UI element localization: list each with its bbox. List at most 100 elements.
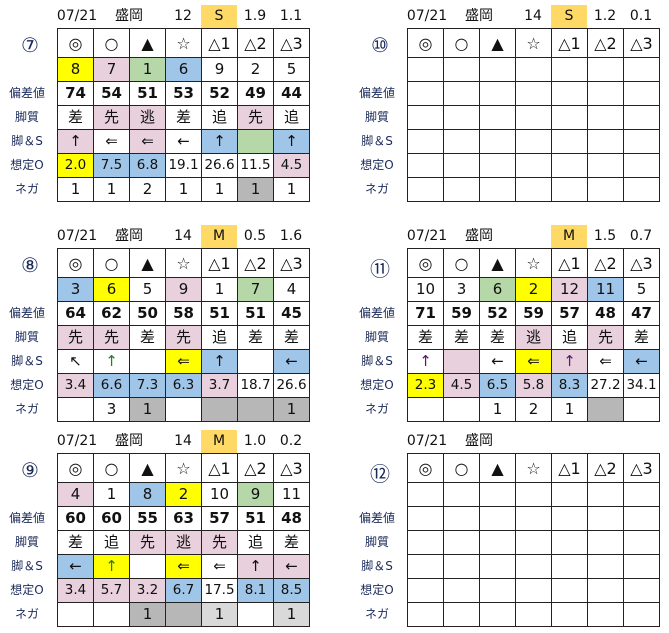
race-table: ◎ ○ ▲ ☆ △1 △2 △3 3 6 5 9 1 7 4 64 62 50 58 51 51 45 先先差先追差差 ↖ ↑… — [57, 248, 310, 422]
row-marks: ◎ ○ ▲ ☆ △1 △2 △3 — [407, 453, 660, 483]
cell-horses — [407, 57, 444, 82]
cell-marks: ○ — [443, 248, 480, 278]
cell-marks: ▲ — [479, 453, 516, 483]
row-style: 先先差先追差差 — [57, 325, 310, 350]
row-label: 脚質 — [364, 535, 389, 549]
cell-odds — [479, 153, 516, 178]
cell-marks: ◎ — [57, 248, 94, 278]
cell-marks: △3 — [273, 453, 310, 483]
cell-nega — [93, 602, 130, 627]
header-v1: 1.5 — [593, 228, 617, 244]
cell-nega — [587, 602, 624, 627]
cell-ashi — [129, 349, 166, 374]
cell-nega: 1 — [201, 602, 238, 627]
cell-style — [407, 530, 444, 555]
cell-ashi — [587, 554, 624, 579]
cell-nega: 1 — [273, 397, 310, 422]
row-nega — [407, 602, 660, 627]
cell-odds: 7.3 — [129, 373, 166, 398]
row-label: ネガ — [364, 607, 389, 621]
cell-dev: 51 — [201, 301, 238, 326]
cell-horses — [587, 57, 624, 82]
cell-odds: 5.8 — [515, 373, 552, 398]
cell-dev — [623, 81, 660, 106]
cell-marks: ◎ — [407, 28, 444, 58]
row-dev: 71 59 52 59 57 48 47 — [407, 301, 660, 326]
cell-dev — [407, 81, 444, 106]
cell-nega — [201, 397, 238, 422]
cell-marks: △2 — [587, 248, 624, 278]
row-label: 想定O — [10, 158, 44, 172]
cell-nega — [551, 602, 588, 627]
cell-marks: △2 — [587, 453, 624, 483]
cell-nega: 1 — [237, 177, 274, 202]
cell-dev: 62 — [93, 301, 130, 326]
cell-style: 差 — [273, 325, 310, 350]
race-number: ⑫ — [370, 462, 390, 486]
header-date: 07/21 — [56, 8, 98, 24]
cell-horses — [515, 482, 552, 507]
cell-nega — [165, 397, 202, 422]
row-label: 偏差値 — [8, 306, 45, 320]
cell-dev: 63 — [165, 506, 202, 531]
cell-ashi: ↑ — [93, 349, 130, 374]
race-number: ⑪ — [370, 257, 390, 281]
cell-nega — [237, 397, 274, 422]
cell-nega — [237, 602, 274, 627]
row-horses: 10 3 6 2 12 11 5 — [407, 277, 660, 302]
cell-marks: ○ — [93, 248, 130, 278]
cell-ashi — [479, 554, 516, 579]
row-label: 脚＆S — [361, 134, 393, 148]
cell-style: 先 — [57, 325, 94, 350]
cell-odds: 7.5 — [93, 153, 130, 178]
cell-nega — [165, 602, 202, 627]
cell-dev: 59 — [443, 301, 480, 326]
race-block: 07/21 盛岡 14 S 1.2 0.1 ⑩ 偏差値 脚質 脚＆S 想定O ネガ ◎ ○ ▲ ☆ △1 △2 △3 — [335, 0, 669, 205]
cell-nega: 1 — [129, 602, 166, 627]
cell-horses: 8 — [129, 482, 166, 507]
cell-nega: 1 — [165, 177, 202, 202]
header-v2 — [623, 430, 659, 453]
cell-ashi — [623, 129, 660, 154]
cell-ashi: ⇐ — [587, 349, 624, 374]
header-count: 14 — [524, 8, 542, 24]
cell-horses: 1 — [129, 57, 166, 82]
row-label: 偏差値 — [358, 86, 395, 100]
header-venue: 盛岡 — [115, 8, 143, 24]
cell-odds: 18.7 — [237, 373, 274, 398]
row-label: 脚＆S — [361, 559, 393, 573]
cell-dev — [443, 81, 480, 106]
cell-style: 先 — [129, 530, 166, 555]
cell-ashi: ↑ — [237, 554, 274, 579]
cell-dev — [551, 506, 588, 531]
cell-ashi: ↑ — [273, 129, 310, 154]
cell-ashi — [551, 554, 588, 579]
header-v1: 1.9 — [243, 8, 267, 24]
cell-style: 逃 — [129, 105, 166, 130]
header-v1: 1.0 — [243, 433, 267, 449]
cell-horses: 11 — [273, 482, 310, 507]
cell-odds — [515, 153, 552, 178]
cell-marks: ▲ — [479, 248, 516, 278]
row-nega — [407, 177, 660, 202]
row-label: 偏差値 — [8, 511, 45, 525]
header-v2: 1.6 — [279, 228, 303, 244]
row-odds: 2.0 7.5 6.8 19.1 26.6 11.5 4.5 — [57, 153, 310, 178]
row-odds: 2.3 4.5 6.5 5.8 8.3 27.2 34.1 — [407, 373, 660, 398]
cell-ashi: ↑ — [93, 554, 130, 579]
cell-odds: 6.7 — [165, 578, 202, 603]
cell-horses — [407, 482, 444, 507]
cell-ashi: ← — [273, 554, 310, 579]
race-table: ◎ ○ ▲ ☆ △1 △2 △3 10 3 6 2 12 11 5 71 59 52 59 57 48 47 差差差逃追先… — [407, 248, 660, 422]
cell-ashi — [515, 129, 552, 154]
header-v2: 1.1 — [279, 8, 303, 24]
cell-horses — [443, 482, 480, 507]
cell-ashi: ← — [165, 129, 202, 154]
cell-odds: 26.6 — [273, 373, 310, 398]
cell-style: 追 — [201, 105, 238, 130]
cell-horses — [479, 57, 516, 82]
cell-style — [479, 105, 516, 130]
cell-ashi: ↖ — [57, 349, 94, 374]
row-dev: 64 62 50 58 51 51 45 — [57, 301, 310, 326]
